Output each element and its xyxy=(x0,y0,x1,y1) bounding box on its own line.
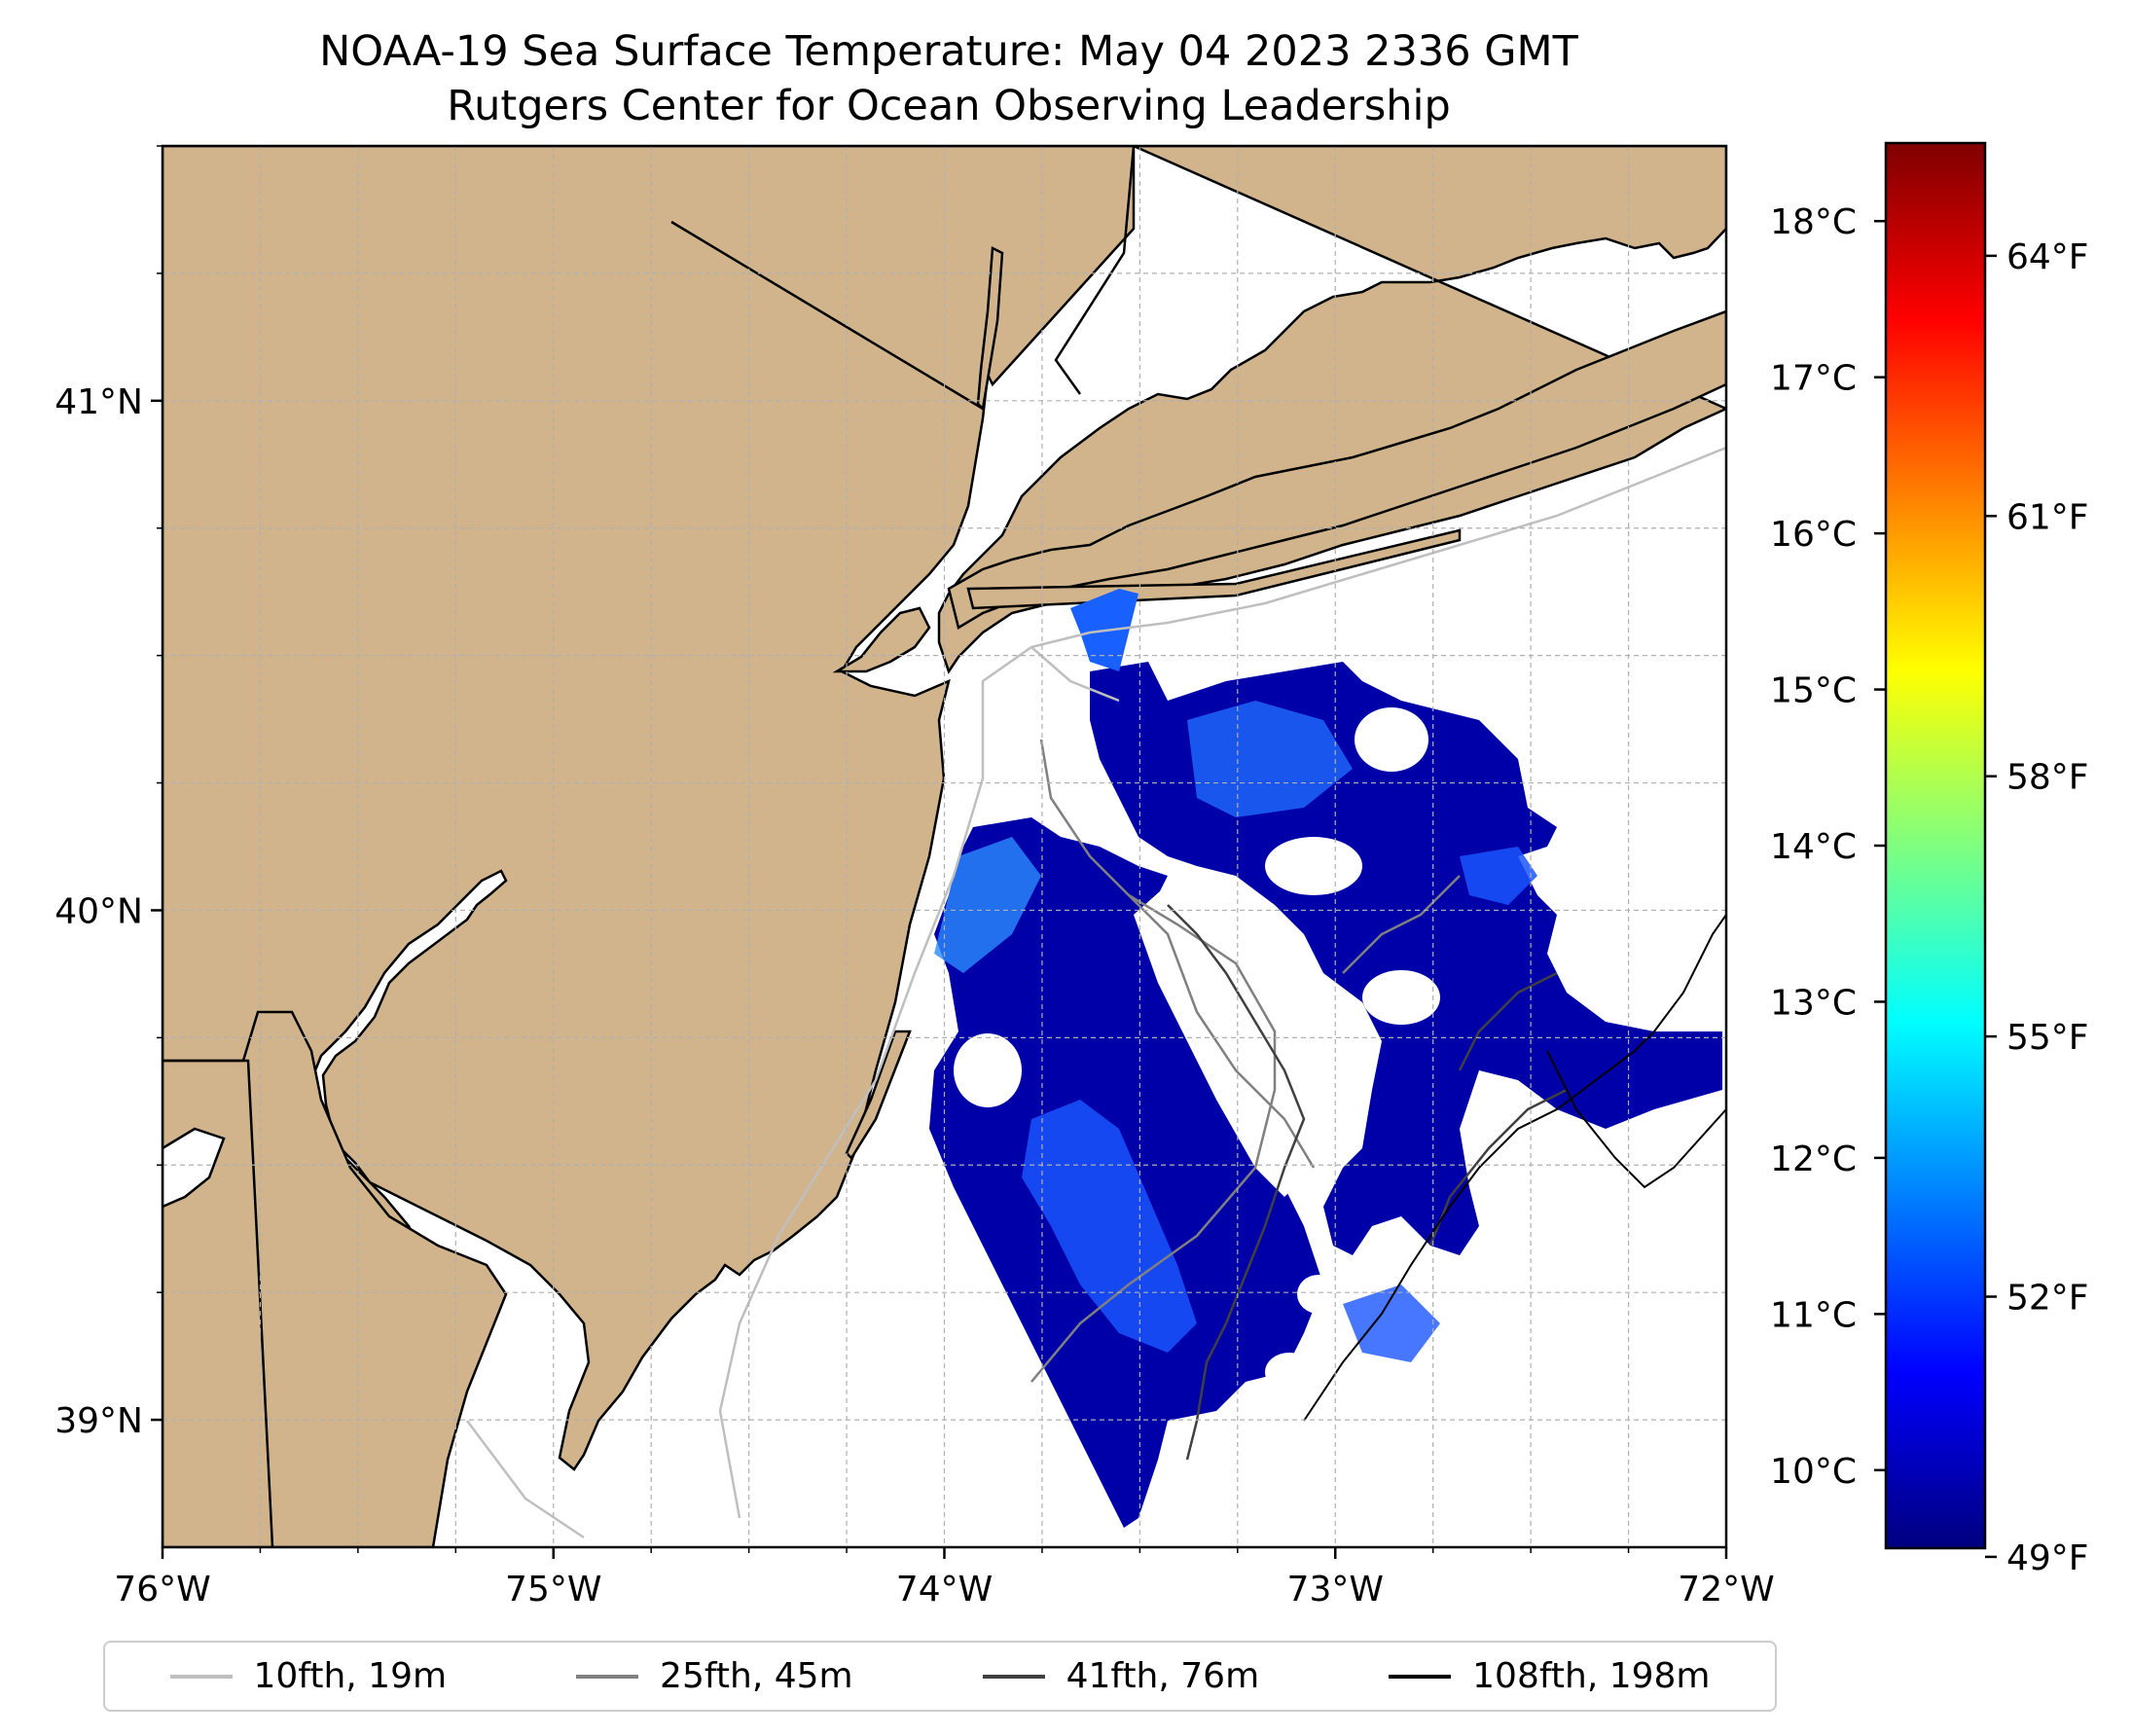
celsius-tick-label: 16°C xyxy=(1770,515,1857,555)
legend-label: 41fth, 76m xyxy=(1066,1656,1260,1696)
sst-patch-warm-2 xyxy=(1187,701,1353,817)
grid-lines xyxy=(163,146,1726,1547)
legend-entry: 25fth, 45m xyxy=(576,1656,853,1696)
celsius-tick-label: 10°C xyxy=(1770,1452,1857,1492)
fahrenheit-tick-label: 55°F xyxy=(2006,1018,2089,1058)
land-staten-island xyxy=(832,606,931,673)
colorbar-fahrenheit-axis: 49°F 52°F 55°F 58°F 61°F 64°F xyxy=(1985,237,2089,1578)
legend-entry: 108fth, 198m xyxy=(1389,1656,1711,1696)
bathymetry-contours xyxy=(466,446,1726,1539)
sst-patch-warm-3 xyxy=(934,837,1041,973)
figure-title: NOAA-19 Sea Surface Temperature: May 04 … xyxy=(319,27,1578,76)
legend-swatch-25fth xyxy=(576,1674,639,1679)
celsius-tick-label: 15°C xyxy=(1770,671,1857,711)
celsius-tick-label: 13°C xyxy=(1770,983,1857,1023)
fahrenheit-tick-label: 61°F xyxy=(2006,497,2089,537)
lon-tick-label: 73°W xyxy=(1287,1570,1384,1609)
contour-10fth xyxy=(466,446,1726,1539)
lon-tick-label: 75°W xyxy=(505,1570,601,1609)
celsius-tick-label: 17°C xyxy=(1770,359,1857,399)
land-delaware xyxy=(163,1010,508,1547)
land-delmarva-shore xyxy=(163,1127,226,1209)
lat-axis: 41°N 40°N 39°N xyxy=(54,145,163,1441)
land-barrier-island xyxy=(966,528,1462,610)
lon-axis: 76°W 75°W 74°W 73°W 72°W xyxy=(114,1547,1775,1609)
colorbar xyxy=(1884,141,1987,1550)
celsius-tick-label: 18°C xyxy=(1770,202,1857,242)
celsius-tick-label: 11°C xyxy=(1770,1295,1857,1335)
legend-label: 25fth, 45m xyxy=(660,1656,853,1696)
sst-data xyxy=(929,589,1722,1528)
lat-tick-label: 39°N xyxy=(54,1401,143,1441)
fahrenheit-tick-label: 64°F xyxy=(2006,237,2089,277)
lat-tick-label: 40°N xyxy=(54,891,143,931)
contour-25fth xyxy=(1030,739,1461,1383)
contour-108fth xyxy=(1303,914,1726,1422)
celsius-tick-label: 14°C xyxy=(1770,827,1857,867)
fahrenheit-tick-label: 52°F xyxy=(2006,1279,2089,1319)
lon-tick-label: 72°W xyxy=(1678,1570,1774,1609)
legend-swatch-10fth xyxy=(169,1674,233,1679)
lon-tick-label: 74°W xyxy=(896,1570,993,1609)
legend-label: 108fth, 198m xyxy=(1472,1656,1711,1696)
fahrenheit-tick-label: 49°F xyxy=(2006,1538,2089,1578)
legend-entry: 10fth, 19m xyxy=(169,1656,448,1696)
fahrenheit-tick-label: 58°F xyxy=(2006,758,2089,798)
figure-subtitle: Rutgers Center for Ocean Observing Leade… xyxy=(447,82,1451,130)
sst-patch-warm-4 xyxy=(1460,847,1537,905)
legend: 10fth, 19m 25fth, 45m 41fth, 76m 108fth,… xyxy=(103,1641,1777,1712)
state-borders xyxy=(163,146,1136,1547)
land-long-island-body xyxy=(947,309,1726,630)
land-nj-barrier xyxy=(845,1030,912,1160)
colorbar-celsius-axis: 10°C 11°C 12°C 13°C 14°C 15°C 16°C 17°C 18°C xyxy=(1770,202,1886,1492)
lat-tick-label: 41°N xyxy=(54,382,143,422)
legend-swatch-108fth xyxy=(1389,1674,1452,1679)
legend-swatch-41fth xyxy=(982,1674,1045,1679)
celsius-tick-label: 12°C xyxy=(1770,1139,1857,1179)
legend-label: 10fth, 19m xyxy=(253,1656,448,1696)
legend-entry: 41fth, 76m xyxy=(982,1656,1260,1696)
lon-tick-label: 76°W xyxy=(114,1570,210,1609)
contour-41fth xyxy=(1167,904,1568,1461)
sst-patch-warm-1 xyxy=(1022,1100,1197,1353)
land-new-jersey-pennsylvania xyxy=(163,146,1136,1547)
sst-patch-warm-5 xyxy=(1343,1284,1440,1362)
